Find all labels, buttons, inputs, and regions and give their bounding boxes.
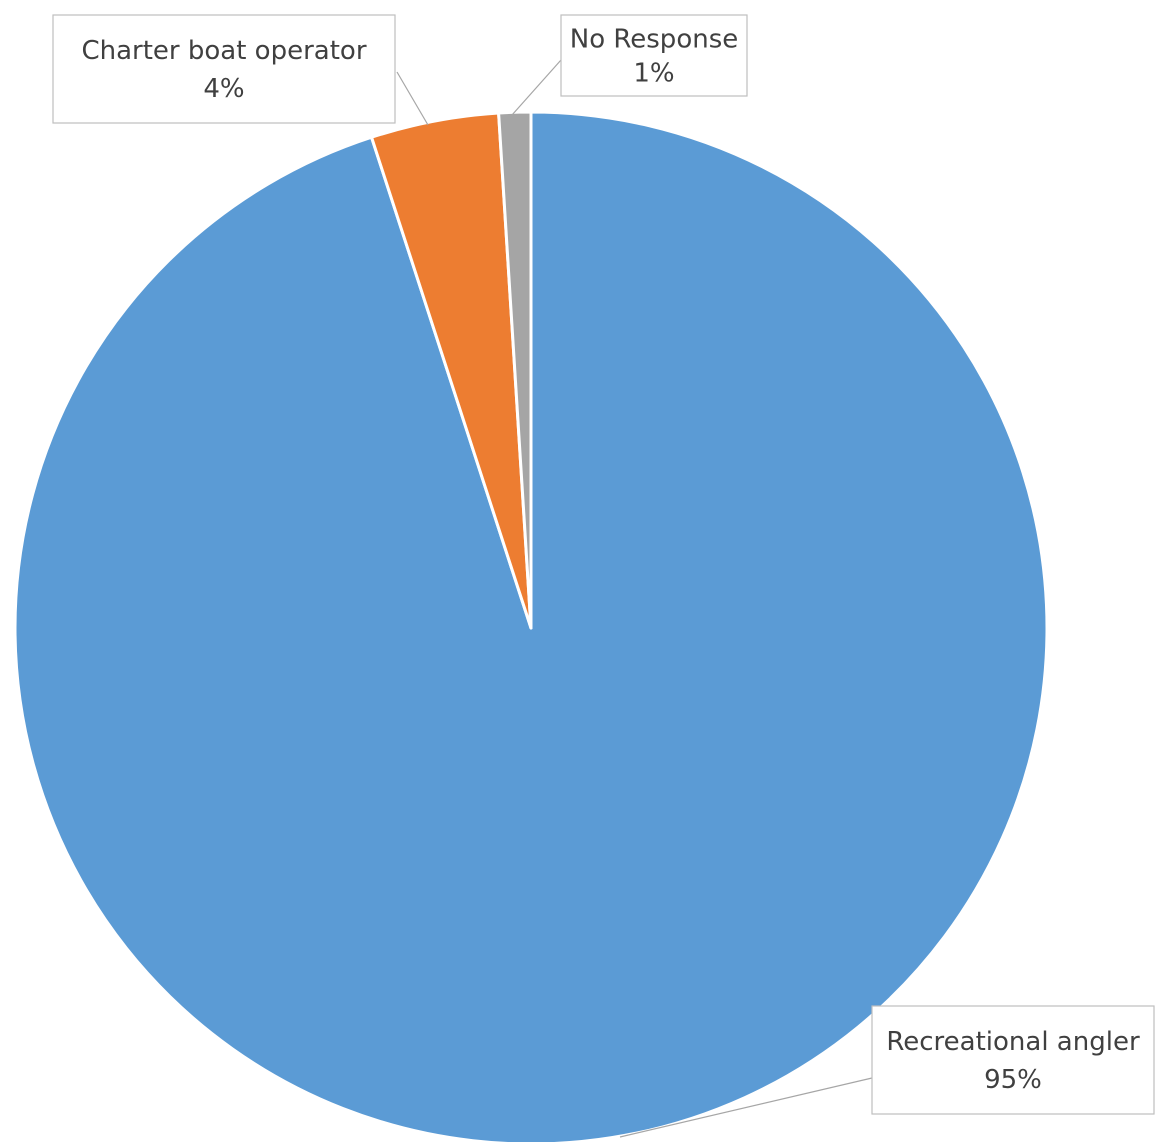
data-label-box-recreational-angler: [871, 1005, 1155, 1115]
data-label-category-no-response: No Response: [570, 25, 739, 55]
leader-line-no-response: [511, 59, 562, 116]
data-label-value-charter-boat-operator: 4%: [203, 74, 244, 104]
data-label-value-recreational-angler: 95%: [984, 1065, 1042, 1095]
leader-line-recreational-angler: [619, 1077, 873, 1138]
leader-lines-layer: [396, 59, 873, 1138]
data-label-charter-boat-operator: Charter boat operator 4%: [52, 14, 396, 124]
slices-layer: [13, 110, 1049, 1146]
leader-line-charter-boat-operator: [396, 71, 429, 126]
data-label-no-response: No Response 1%: [560, 14, 748, 97]
data-label-box-no-response: [560, 14, 748, 97]
data-labels-layer: Recreational angler 95% Charter boat opera…: [52, 14, 1155, 1115]
data-label-box-charter-boat-operator: [52, 14, 396, 124]
data-label-category-charter-boat-operator: Charter boat operator: [81, 36, 366, 66]
data-label-category-recreational-angler: Recreational angler: [886, 1027, 1140, 1057]
data-label-value-no-response: 1%: [633, 59, 674, 89]
data-label-recreational-angler: Recreational angler 95%: [871, 1005, 1155, 1115]
